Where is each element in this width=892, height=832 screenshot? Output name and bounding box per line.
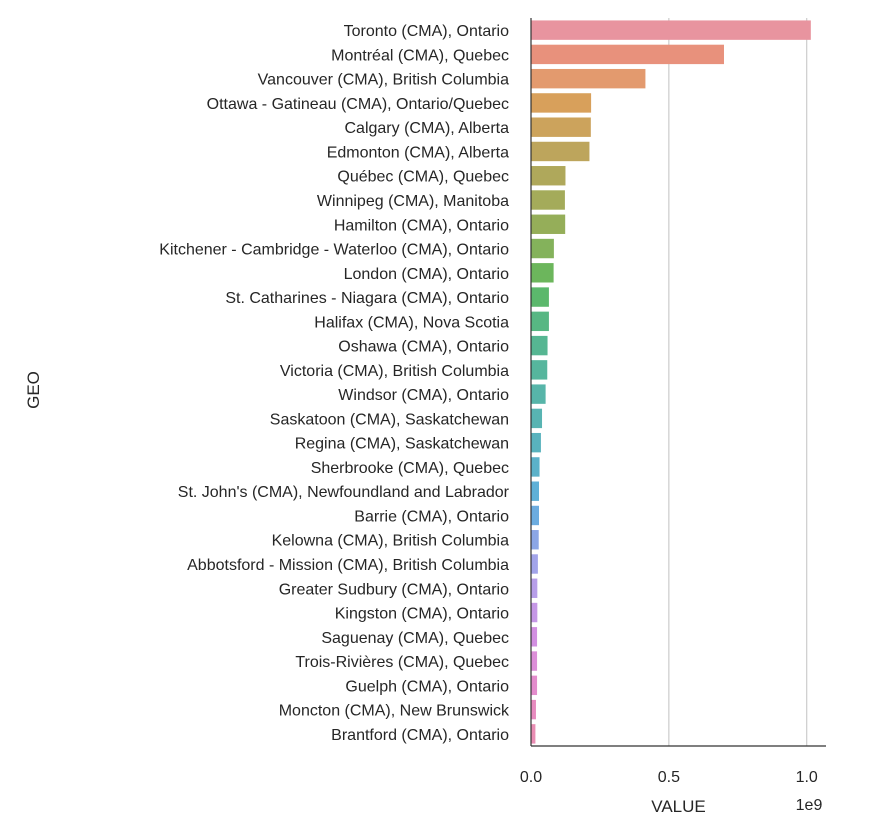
category-label: Calgary (CMA), Alberta xyxy=(345,120,510,137)
x-axis-offset-label: 1e9 xyxy=(796,797,823,814)
bar xyxy=(531,675,538,696)
gridlines xyxy=(668,18,808,746)
category-label: St. John's (CMA), Newfoundland and Labra… xyxy=(178,484,510,501)
category-label: Greater Sudbury (CMA), Ontario xyxy=(279,581,509,598)
x-tick-labels: 0.0 0.5 1.0 xyxy=(520,769,818,786)
bar xyxy=(531,602,538,623)
x-tick-label: 1.0 xyxy=(796,769,818,786)
category-label: Edmonton (CMA), Alberta xyxy=(327,144,509,161)
bar xyxy=(531,141,590,162)
category-label: Kingston (CMA), Ontario xyxy=(335,606,509,623)
bar xyxy=(531,360,548,380)
category-label: London (CMA), Ontario xyxy=(344,266,510,283)
y-axis-label: GEO xyxy=(24,371,43,409)
category-label: Hamilton (CMA), Ontario xyxy=(334,217,509,234)
bar xyxy=(531,699,536,720)
bar xyxy=(531,214,566,234)
bar xyxy=(531,408,543,429)
category-label: Saskatoon (CMA), Saskatchewan xyxy=(270,411,509,428)
x-tick-label: 0.5 xyxy=(658,769,680,786)
category-label: Vancouver (CMA), British Columbia xyxy=(258,72,509,89)
bar xyxy=(531,93,592,113)
category-label: Guelph (CMA), Ontario xyxy=(345,678,509,695)
category-label: Toronto (CMA), Ontario xyxy=(344,23,509,40)
category-label: Brantford (CMA), Ontario xyxy=(331,727,509,744)
bar xyxy=(531,627,538,647)
bar xyxy=(531,384,546,404)
bar xyxy=(531,263,554,283)
category-label: Barrie (CMA), Ontario xyxy=(354,508,509,525)
category-label: Ottawa - Gatineau (CMA), Ontario/Quebec xyxy=(207,96,509,113)
bar xyxy=(531,311,549,332)
category-label: Winnipeg (CMA), Manitoba xyxy=(317,193,509,210)
category-label: Halifax (CMA), Nova Scotia xyxy=(314,314,509,331)
bar xyxy=(531,335,548,356)
bar xyxy=(531,44,724,65)
bar xyxy=(531,530,539,550)
bar xyxy=(531,578,538,598)
category-label: Oshawa (CMA), Ontario xyxy=(338,339,509,356)
category-label: St. Catharines - Niagara (CMA), Ontario xyxy=(225,290,509,307)
x-tick-label: 0.0 xyxy=(520,769,542,786)
category-label: Trois-Rivières (CMA), Quebec xyxy=(295,654,509,671)
category-label: Québec (CMA), Quebec xyxy=(337,169,509,186)
bar xyxy=(531,20,811,40)
bars xyxy=(531,20,811,744)
category-label: Sherbrooke (CMA), Quebec xyxy=(311,460,509,477)
bar xyxy=(531,166,566,186)
category-label: Windsor (CMA), Ontario xyxy=(338,387,509,404)
bar xyxy=(531,651,538,671)
category-label: Moncton (CMA), New Brunswick xyxy=(279,703,510,720)
bar xyxy=(531,117,591,137)
category-label: Saguenay (CMA), Quebec xyxy=(321,630,509,647)
category-label: Kitchener - Cambridge - Waterloo (CMA), … xyxy=(159,242,509,259)
bar xyxy=(531,481,539,501)
bar xyxy=(531,457,540,477)
bar xyxy=(531,505,539,526)
bar xyxy=(531,554,538,574)
category-label: Regina (CMA), Saskatchewan xyxy=(295,436,509,453)
bar xyxy=(531,68,646,89)
category-label: Victoria (CMA), British Columbia xyxy=(280,363,509,380)
bar xyxy=(531,238,554,259)
category-labels: Toronto (CMA), Ontario Montréal (CMA), Qu… xyxy=(159,23,510,744)
bar xyxy=(531,190,565,210)
bar xyxy=(531,724,536,744)
category-label: Abbotsford - Mission (CMA), British Colu… xyxy=(187,557,509,574)
category-label: Kelowna (CMA), British Columbia xyxy=(272,533,510,550)
bar xyxy=(531,432,541,453)
category-label: Montréal (CMA), Quebec xyxy=(331,47,509,64)
bar xyxy=(531,287,549,307)
x-axis-label: VALUE xyxy=(651,797,706,816)
